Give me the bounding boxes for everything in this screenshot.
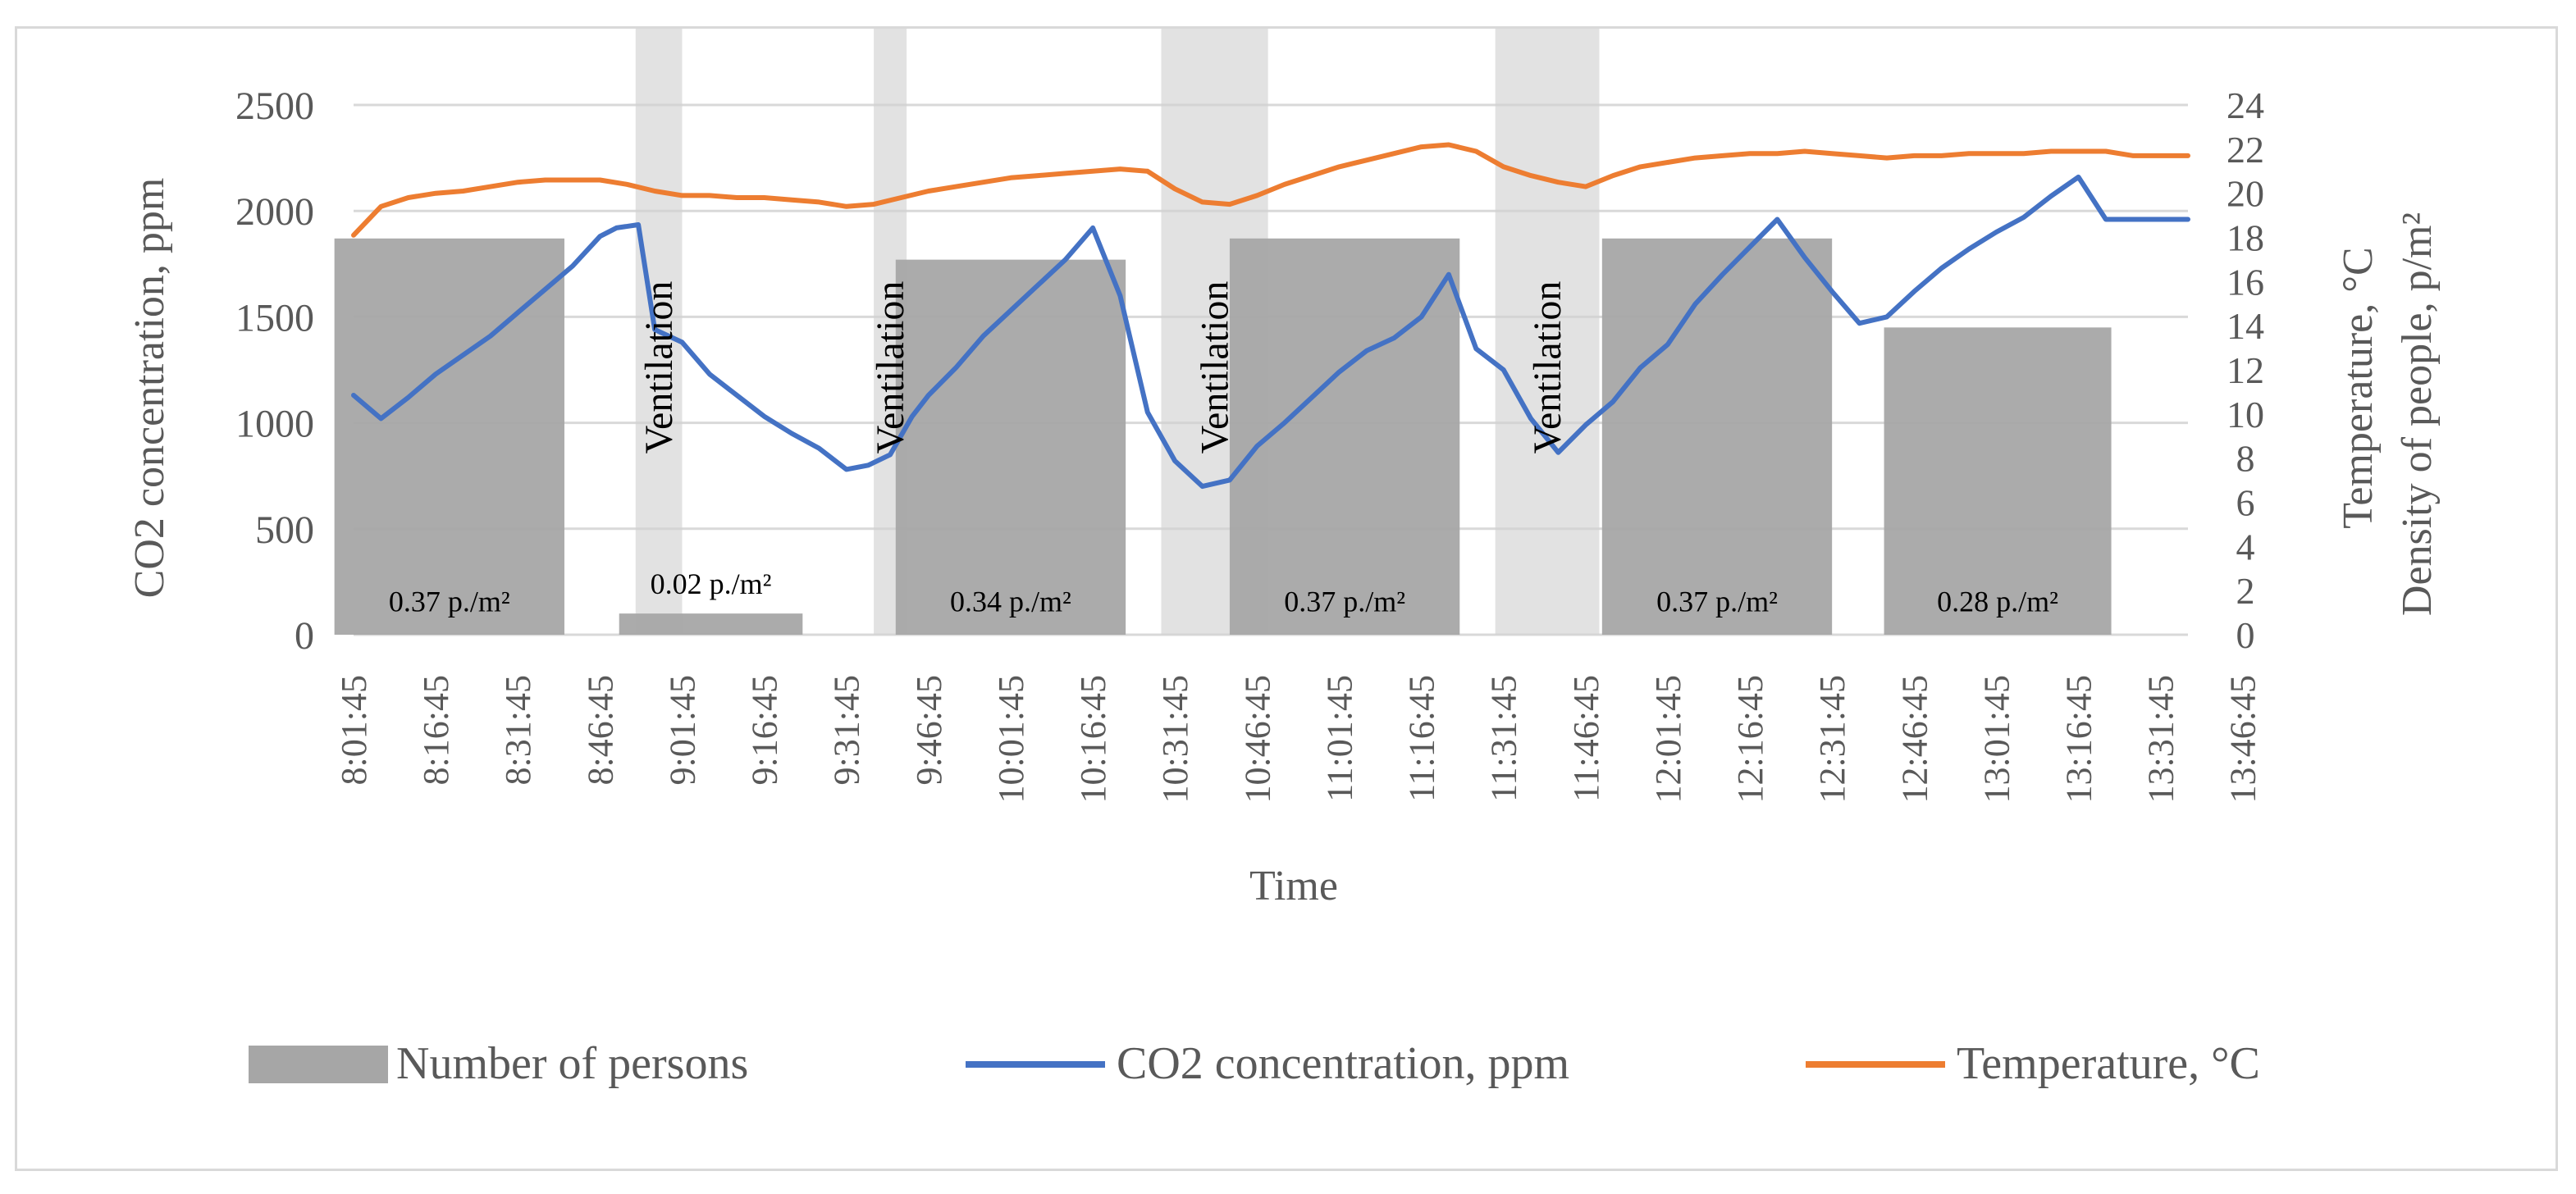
x-tick-label: 11:31:45 — [1484, 675, 1524, 802]
co2-series-line — [351, 174, 2190, 490]
y-right-tick-label: 18 — [2227, 217, 2264, 259]
legend-label-bars: Number of persons — [396, 1038, 748, 1089]
x-tick-label: 8:01:45 — [334, 675, 374, 785]
x-tick-label: 13:01:45 — [1976, 675, 2016, 803]
temperature-series-line — [351, 142, 2190, 238]
x-tick-label: 8:16:45 — [416, 675, 456, 785]
x-tick-label: 9:01:45 — [662, 675, 702, 785]
x-tick-label: 8:46:45 — [580, 675, 620, 785]
bar-labels-layer: 0.37 p./m² 0.02 p./m² 0.34 p./m² 0.37 p./m²… — [389, 567, 2058, 618]
occupancy-bar-label: 0.37 p./m² — [389, 586, 510, 618]
y-axis-right-title-density: Density of people, p/m² — [2394, 212, 2441, 616]
occupancy-bar — [1601, 238, 1833, 635]
x-tick-label: 12:01:45 — [1648, 675, 1688, 803]
y-right-tick-label: 0 — [2236, 614, 2255, 656]
ventilation-label: Ventilation — [637, 281, 681, 454]
x-tick-label: 8:31:45 — [498, 675, 538, 785]
occupancy-bar — [895, 259, 1126, 635]
y-right-tick-label: 8 — [2236, 438, 2255, 480]
y-right-tick-label: 6 — [2236, 482, 2255, 524]
y-right-tick-label: 12 — [2227, 349, 2264, 391]
occupancy-bar-label: 0.34 p./m² — [950, 586, 1071, 618]
y-left-tick-label: 1500 — [235, 296, 314, 340]
occupancy-bar-label: 0.37 p./m² — [1284, 586, 1405, 618]
x-tick-label: 12:16:45 — [1730, 675, 1770, 803]
x-axis-title: Time — [1249, 863, 1338, 909]
y-left-tick-label: 0 — [295, 614, 314, 658]
vent-labels-layer: Ventilation Ventilation Ventilation Ventila… — [637, 281, 1569, 454]
ventilation-layer — [635, 29, 1600, 635]
ventilation-band — [1495, 29, 1600, 635]
x-tick-label: 10:31:45 — [1155, 675, 1195, 803]
x-ticks-layer: 8:01:45 8:16:45 8:31:45 8:46:45 9:01:45 9:16:… — [334, 675, 2263, 803]
y-right-tick-label: 4 — [2236, 526, 2255, 567]
y-left-tick-label: 2500 — [235, 84, 314, 128]
y-axis-right-title-temperature: Temperature, °C — [2335, 247, 2382, 528]
x-tick-label: 11:16:45 — [1402, 675, 1442, 802]
occupancy-bar — [334, 238, 564, 635]
axis-left-layer: 0 500 1000 1500 2000 2500 — [235, 84, 314, 658]
occupancy-bar — [1229, 238, 1460, 635]
legend-swatch-bars — [249, 1046, 388, 1083]
ventilation-label: Ventilation — [1194, 281, 1237, 454]
x-tick-label: 11:46:45 — [1566, 675, 1606, 802]
legend-label-co2: CO2 concentration, ppm — [1117, 1038, 1569, 1089]
chart-frame: 0.37 p./m² 0.02 p./m² 0.34 p./m² 0.37 p./m²… — [15, 26, 2558, 1171]
chart-svg: 0.37 p./m² 0.02 p./m² 0.34 p./m² 0.37 p./m²… — [126, 29, 2441, 1089]
x-tick-label: 13:31:45 — [2141, 675, 2181, 803]
x-tick-label: 9:16:45 — [745, 675, 785, 785]
occupancy-bar-label: 0.28 p./m² — [1937, 586, 2058, 618]
x-tick-label: 10:16:45 — [1073, 675, 1113, 803]
legend: Number of persons CO2 concentration, ppm… — [249, 1038, 2260, 1089]
x-tick-label: 13:46:45 — [2223, 675, 2263, 803]
x-tick-label: 12:31:45 — [1812, 675, 1852, 803]
ventilation-label: Ventilation — [1526, 281, 1569, 454]
y-right-tick-label: 14 — [2227, 305, 2264, 347]
y-left-tick-label: 1000 — [235, 403, 314, 446]
occupancy-bar — [1884, 327, 2112, 635]
x-tick-label: 12:46:45 — [1894, 675, 1934, 803]
x-tick-label: 9:46:45 — [909, 675, 949, 785]
y-right-tick-label: 22 — [2227, 129, 2264, 171]
y-axis-left-title: CO2 concentration, ppm — [126, 178, 173, 599]
x-tick-label: 10:01:45 — [991, 675, 1031, 803]
y-left-tick-label: 500 — [255, 508, 314, 552]
x-tick-label: 10:46:45 — [1237, 675, 1277, 803]
lines-layer — [351, 142, 2190, 490]
occupancy-bar — [619, 613, 803, 635]
ventilation-label: Ventilation — [869, 281, 912, 454]
y-right-tick-label: 20 — [2227, 173, 2264, 215]
x-tick-label: 13:16:45 — [2059, 675, 2099, 803]
y-right-tick-label: 10 — [2227, 394, 2264, 435]
y-right-tick-label: 2 — [2236, 570, 2255, 612]
y-right-tick-label: 16 — [2227, 261, 2264, 303]
x-tick-label: 9:31:45 — [827, 675, 867, 785]
legend-label-temperature: Temperature, °C — [1957, 1038, 2260, 1089]
y-left-tick-label: 2000 — [235, 190, 314, 234]
y-right-tick-label: 24 — [2227, 84, 2264, 126]
x-tick-label: 11:01:45 — [1319, 675, 1359, 802]
occupancy-bar-label: 0.37 p./m² — [1656, 586, 1778, 618]
occupancy-bar-label: 0.02 p./m² — [651, 567, 772, 600]
